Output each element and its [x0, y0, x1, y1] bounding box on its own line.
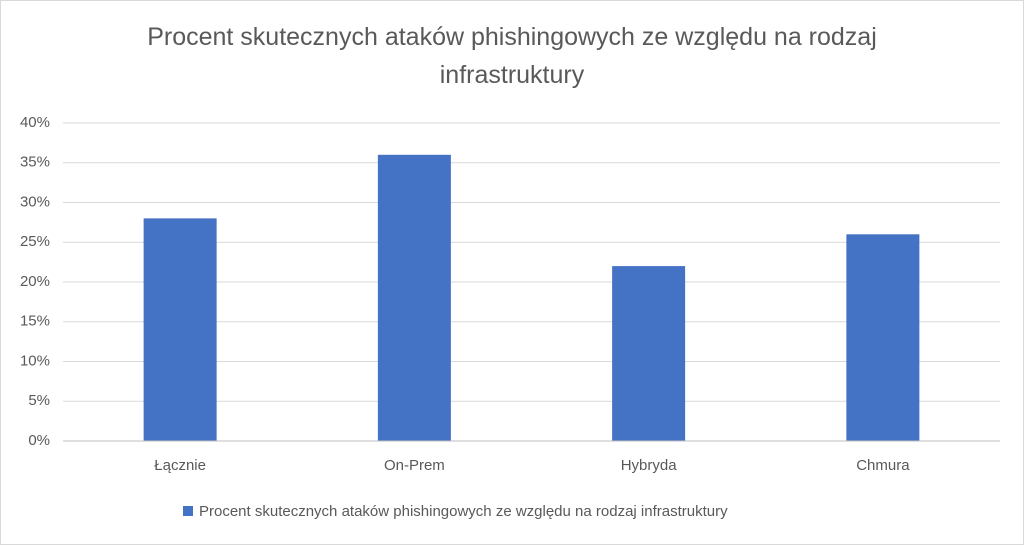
x-tick-label: Łącznie	[154, 457, 206, 474]
bar	[143, 218, 217, 441]
y-tick-label: 35%	[20, 154, 50, 171]
y-tick-label: 25%	[20, 233, 50, 250]
bar	[612, 266, 686, 441]
y-tick-label: 20%	[20, 273, 50, 290]
y-tick-label: 30%	[20, 193, 50, 210]
legend-label: Procent skutecznych ataków phishingowych…	[199, 503, 728, 520]
x-tick-label: On-Prem	[384, 457, 445, 474]
y-tick-label: 10%	[20, 352, 50, 369]
bar	[846, 234, 920, 441]
chart-title: Procent skutecznych ataków phishingowych…	[147, 23, 877, 89]
legend-swatch	[183, 506, 193, 516]
x-tick-label: Hybryda	[621, 457, 678, 474]
y-tick-label: 0%	[28, 432, 50, 449]
y-tick-label: 5%	[28, 392, 50, 409]
y-tick-label: 15%	[20, 313, 50, 330]
bar	[377, 154, 451, 442]
x-tick-label: Chmura	[856, 457, 910, 474]
y-tick-label: 40%	[20, 114, 50, 131]
